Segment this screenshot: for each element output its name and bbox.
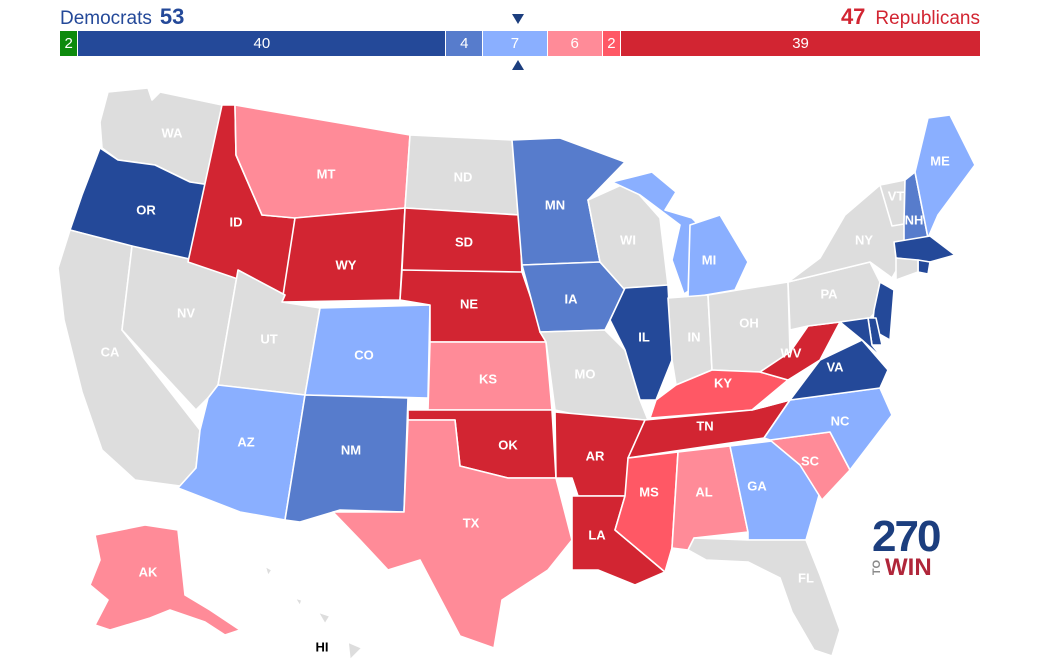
majority-marker-top-icon [512, 14, 524, 24]
logo-270: 270 [872, 512, 941, 561]
republicans-count: 47 [840, 4, 866, 29]
bar-segment-safe-dem[interactable]: 40 [78, 31, 447, 56]
bar-segment-lean-dem[interactable]: 7 [483, 31, 548, 56]
state-label-HI: HI [316, 639, 329, 654]
bar-segment-lean-rep[interactable]: 6 [547, 31, 603, 56]
republicans-total: 47 Republicans [841, 4, 980, 30]
270towin-logo[interactable]: 270 TO WIN [871, 512, 944, 582]
state-WY[interactable] [281, 207, 406, 303]
state-AK[interactable] [89, 524, 241, 636]
state-TX[interactable] [332, 419, 573, 649]
democrats-label: Democrats [60, 8, 152, 29]
state-FL[interactable] [687, 537, 841, 657]
bar-segment-likely-rep[interactable]: 2 [602, 31, 622, 56]
logo-win: WIN [885, 554, 932, 581]
state-VA[interactable] [751, 339, 889, 411]
state-MA[interactable] [893, 235, 956, 263]
state-ND[interactable] [404, 134, 521, 216]
democrats-total: Democrats 53 [60, 4, 184, 30]
state-CT[interactable] [895, 257, 919, 281]
state-MI2[interactable] [687, 214, 749, 299]
state-CO[interactable] [304, 304, 431, 399]
state-RI[interactable] [917, 259, 931, 275]
state-NM[interactable] [284, 394, 409, 523]
balance-of-power-bar: 2 40 4 7 6 2 39 [60, 31, 980, 56]
democrats-count: 53 [159, 4, 185, 29]
state-ME[interactable] [914, 114, 976, 239]
state-OH[interactable] [707, 281, 791, 373]
state-HI[interactable] [264, 565, 363, 661]
republicans-label: Republicans [875, 8, 980, 29]
bar-segment-likely-dem[interactable]: 4 [446, 31, 484, 56]
bar-segment-safe-rep[interactable]: 39 [621, 31, 980, 56]
bar-segment-other[interactable]: 2 [60, 31, 79, 56]
logo-to: TO [871, 560, 883, 576]
seat-header: Democrats 53 47 Republicans [60, 4, 980, 30]
state-KS[interactable] [427, 341, 553, 411]
state-MT[interactable] [234, 104, 411, 219]
majority-marker-bottom-icon [512, 60, 524, 70]
state-SD[interactable] [401, 207, 523, 279]
state-IN[interactable] [667, 294, 713, 386]
state-MD[interactable] [839, 317, 885, 361]
